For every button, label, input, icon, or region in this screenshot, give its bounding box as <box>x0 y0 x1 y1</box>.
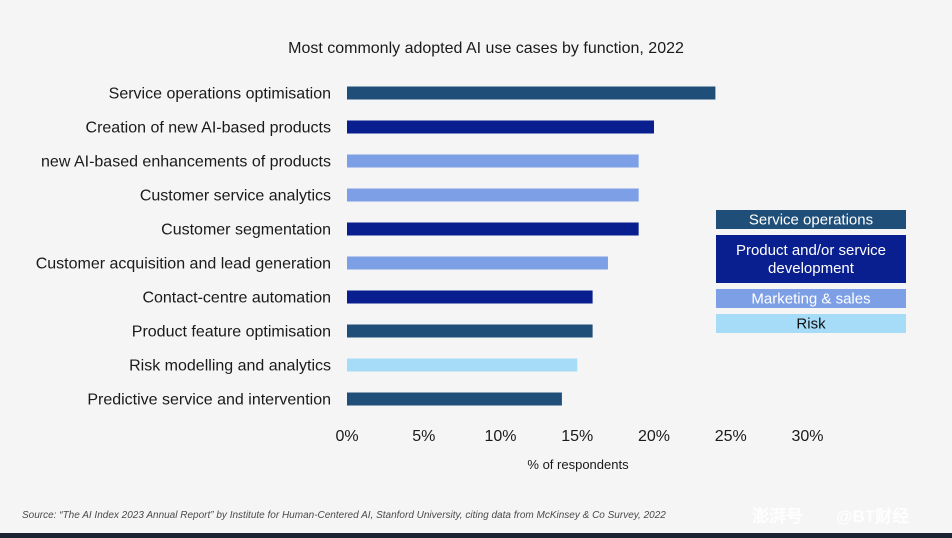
category-label: Contact-centre automation <box>142 290 331 307</box>
x-tick-label: 15% <box>561 428 593 445</box>
legend-swatch <box>716 314 906 333</box>
legend-label: development <box>768 260 855 277</box>
legend-label: Product and/or service <box>736 242 886 259</box>
x-axis-ticks: 0% 5% 10% 15% 20% 25% 30% <box>335 428 823 445</box>
legend-label: Marketing & sales <box>751 291 870 308</box>
x-tick-label: 30% <box>791 428 823 445</box>
legend-swatch <box>716 235 906 283</box>
x-axis-label: % of respondents <box>527 457 629 472</box>
legend-label: Risk <box>796 316 826 333</box>
legend-swatch <box>716 210 906 229</box>
category-labels: Service operations optimisation Creation … <box>36 86 331 409</box>
legend: Service operations Product and/or service… <box>716 210 906 333</box>
category-label: Creation of new AI-based products <box>86 120 331 137</box>
legend-label: Service operations <box>749 212 873 229</box>
x-tick-label: 25% <box>715 428 747 445</box>
watermark-left: 澎湃号 <box>752 506 803 526</box>
watermark-right: @BT财经 <box>836 506 909 526</box>
x-tick-label: 5% <box>412 428 435 445</box>
bar <box>347 256 608 270</box>
bar <box>347 290 593 304</box>
legend-swatch <box>716 289 906 308</box>
chart-title: Most commonly adopted AI use cases by fu… <box>288 40 684 57</box>
bar <box>347 222 639 236</box>
bars-group <box>347 86 716 406</box>
bar <box>347 154 639 168</box>
bar <box>347 120 654 134</box>
category-label: Product feature optimisation <box>132 324 331 341</box>
bottom-strip <box>0 533 952 538</box>
category-label: Customer segmentation <box>161 222 331 239</box>
category-label: Risk modelling and analytics <box>129 358 331 375</box>
x-tick-label: 0% <box>335 428 358 445</box>
category-label: Service operations optimisation <box>109 86 331 103</box>
source-note: Source: “The AI Index 2023 Annual Report… <box>22 510 666 521</box>
bar <box>347 86 716 100</box>
category-label: Customer service analytics <box>140 188 331 205</box>
bar <box>347 358 578 372</box>
bar <box>347 188 639 202</box>
category-label: Customer acquisition and lead generation <box>36 256 331 273</box>
bar <box>347 392 562 406</box>
x-tick-label: 20% <box>638 428 670 445</box>
category-label: Predictive service and intervention <box>87 392 331 409</box>
category-label: new AI-based enhancements of products <box>41 154 331 171</box>
x-tick-label: 10% <box>484 428 516 445</box>
bar <box>347 324 593 338</box>
